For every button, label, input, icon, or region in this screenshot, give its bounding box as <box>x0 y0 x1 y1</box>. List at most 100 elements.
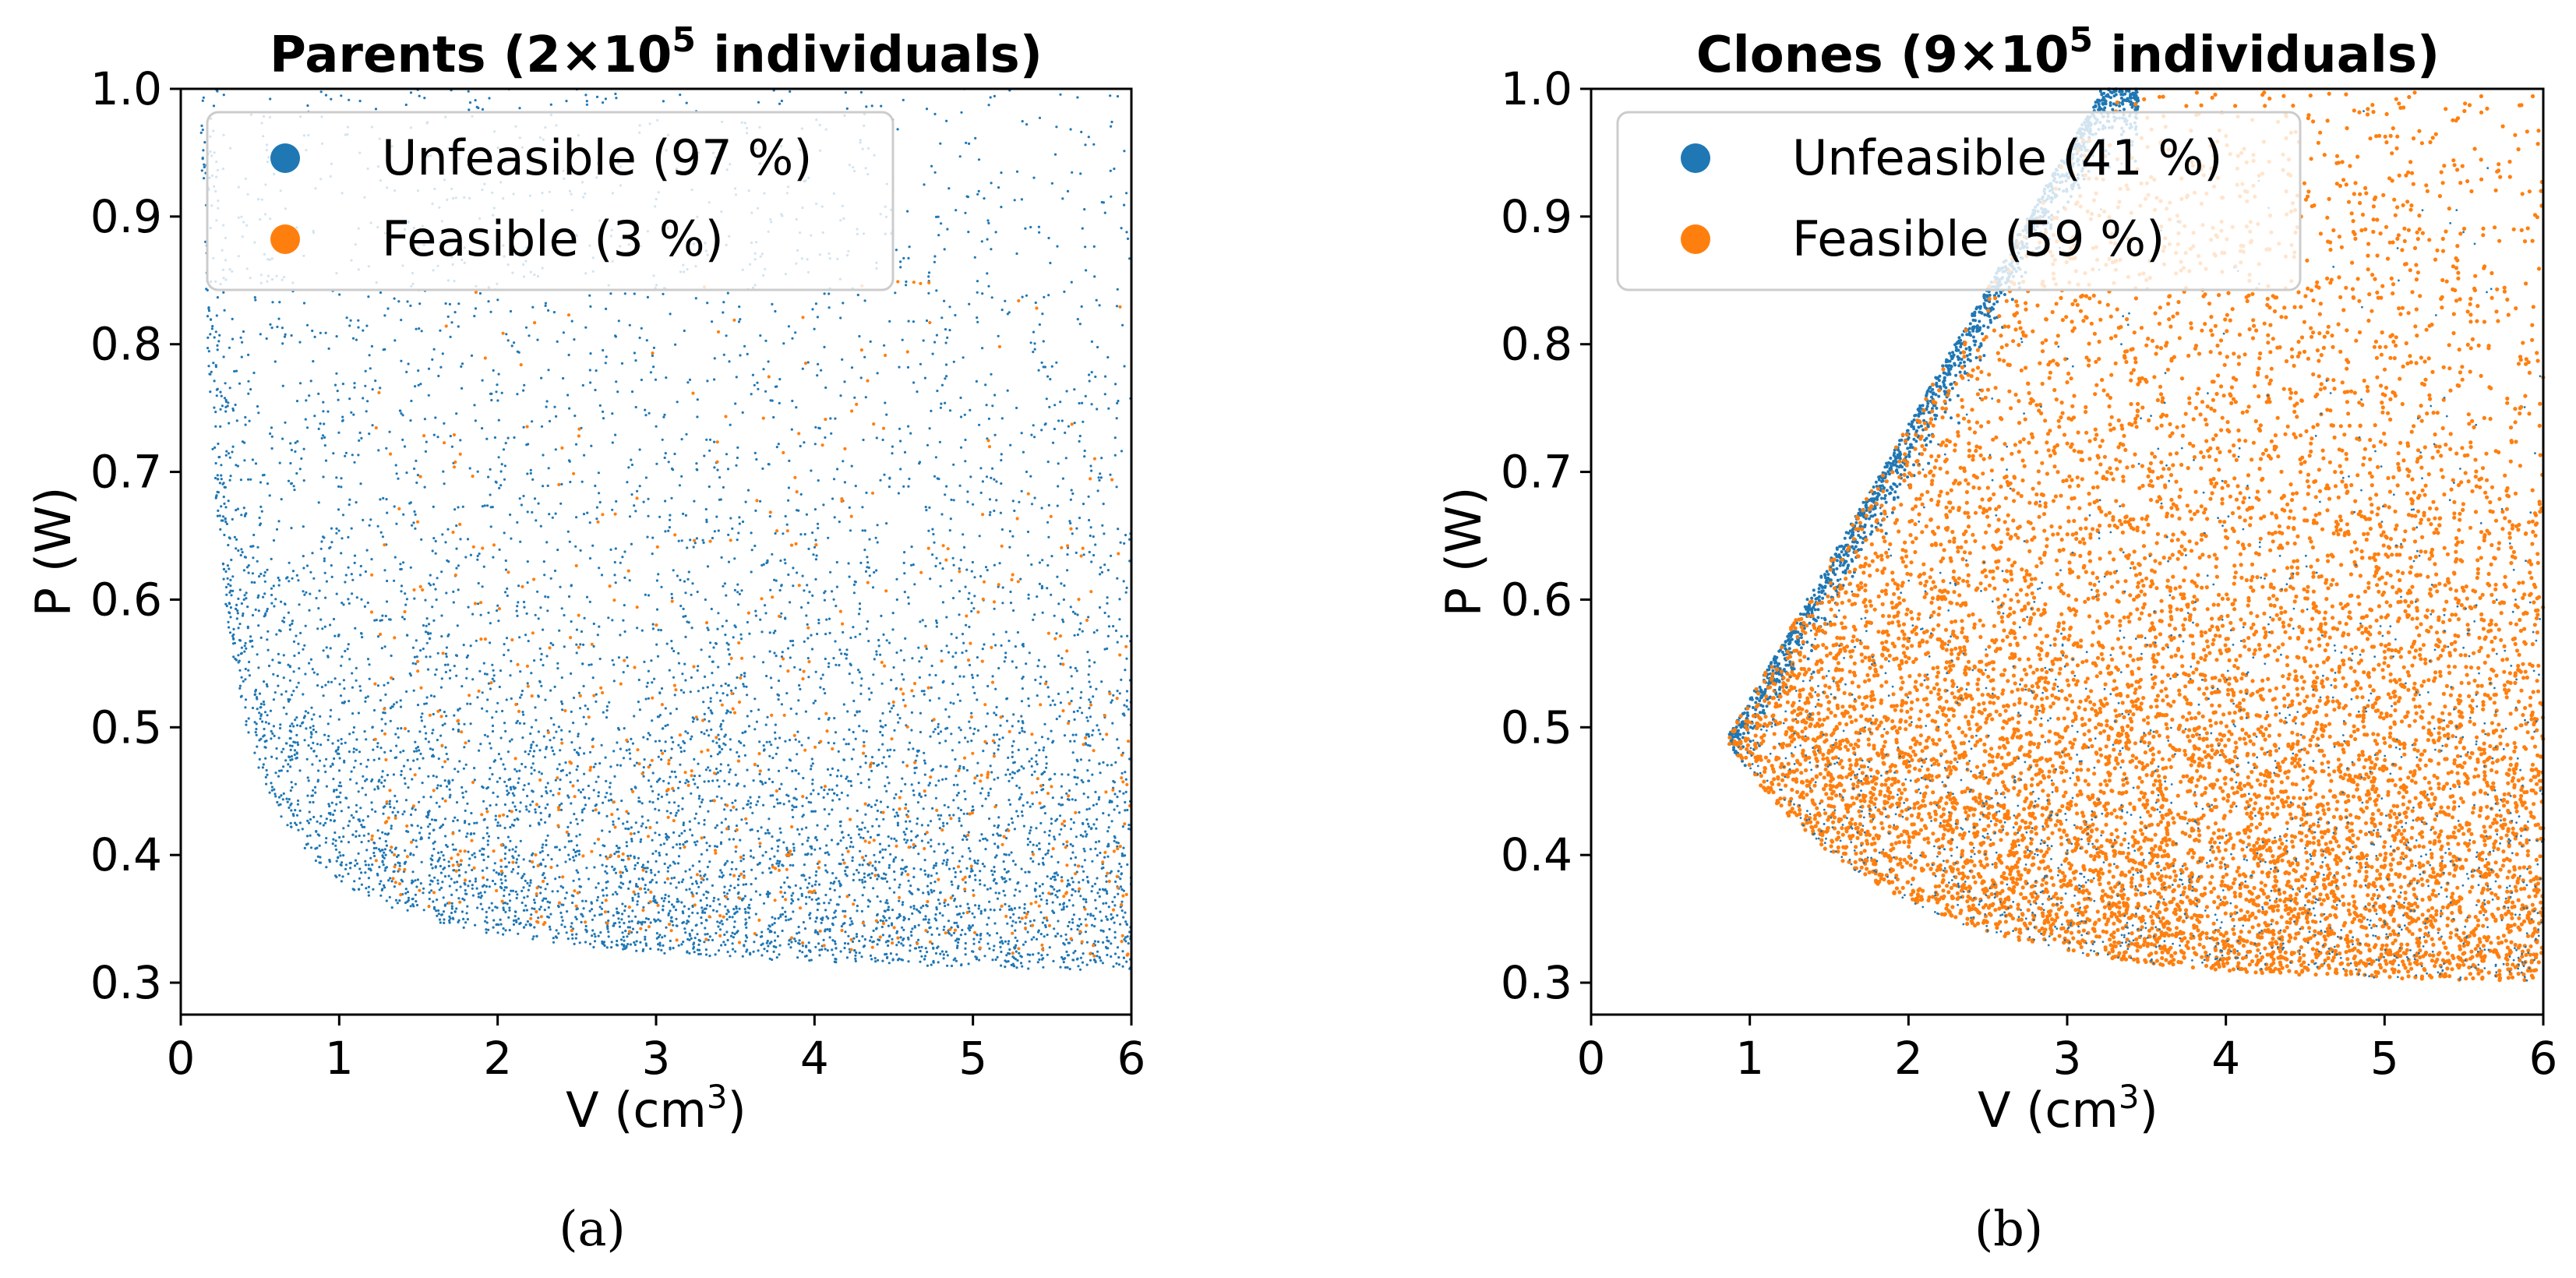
scatter-point-unfeasible-a <box>507 916 510 919</box>
scatter-point-unfeasible-a <box>400 590 403 593</box>
scatter-point-unfeasible-a <box>612 680 616 683</box>
scatter-point-unfeasible-a <box>1072 951 1075 955</box>
scatter-point-unfeasible-a <box>270 327 273 330</box>
scatter-point-unfeasible-a <box>1111 722 1114 725</box>
scatter-point-unfeasible-a <box>837 903 840 906</box>
scatter-point-unfeasible-a <box>902 698 905 701</box>
scatter-point-unfeasible-a <box>498 548 501 552</box>
scatter-point-unfeasible-a <box>1038 323 1041 327</box>
scatter-point-unfeasible-a <box>1114 629 1118 633</box>
scatter-point-unfeasible-a <box>461 910 464 913</box>
scatter-point-unfeasible-a <box>1124 771 1127 774</box>
scatter-point-unfeasible-a <box>527 888 531 891</box>
scatter-point-unfeasible-a <box>993 478 996 481</box>
scatter-point-unfeasible-a <box>768 778 771 781</box>
scatter-point-unfeasible-a <box>309 747 313 750</box>
scatter-point-unfeasible-a <box>902 256 905 259</box>
scatter-point-unfeasible-a <box>522 600 526 604</box>
scatter-point-unfeasible-a <box>647 697 651 700</box>
scatter-point-unfeasible-a <box>258 692 262 695</box>
scatter-point-unfeasible-a <box>901 926 904 929</box>
scatter-point-unfeasible-a <box>801 804 804 807</box>
scatter-point-unfeasible-a <box>344 796 348 800</box>
scatter-point-unfeasible-a <box>1077 890 1081 893</box>
scatter-point-unfeasible-a <box>1107 814 1110 817</box>
scatter-point-unfeasible-a <box>648 779 651 782</box>
scatter-point-unfeasible-a <box>1085 833 1089 836</box>
scatter-point-unfeasible-a <box>1006 922 1009 925</box>
scatter-point-unfeasible-a <box>598 500 602 504</box>
scatter-point-unfeasible-a <box>207 350 210 353</box>
scatter-point-unfeasible-a <box>678 842 682 846</box>
scatter-point-unfeasible-a <box>1088 518 1091 522</box>
scatter-point-unfeasible-a <box>684 635 687 639</box>
scatter-point-unfeasible-a <box>1071 888 1074 891</box>
scatter-point-unfeasible-a <box>907 602 910 605</box>
scatter-point-unfeasible-a <box>863 876 866 879</box>
scatter-point-unfeasible-a <box>429 694 433 697</box>
scatter-point-unfeasible-a <box>357 326 360 329</box>
scatter-point-unfeasible-a <box>341 537 344 540</box>
scatter-point-unfeasible-a <box>545 838 548 842</box>
scatter-point-unfeasible-a <box>940 222 943 225</box>
scatter-point-unfeasible-a <box>555 415 558 418</box>
scatter-point-unfeasible-a <box>288 744 291 747</box>
scatter-point-unfeasible-a <box>1109 871 1112 874</box>
scatter-point-unfeasible-a <box>891 628 895 631</box>
scatter-point-unfeasible-a <box>701 687 705 690</box>
scatter-point-unfeasible-a <box>512 919 516 922</box>
scatter-point-unfeasible-a <box>390 827 393 830</box>
scatter-point-unfeasible-a <box>294 821 297 824</box>
scatter-point-unfeasible-a <box>425 696 429 699</box>
scatter-point-unfeasible-a <box>605 779 608 783</box>
scatter-point-unfeasible-a <box>824 657 827 661</box>
scatter-point-unfeasible-a <box>347 598 350 601</box>
scatter-point-unfeasible-a <box>1032 330 1036 334</box>
scatter-point-unfeasible-a <box>229 584 232 588</box>
scatter-point-unfeasible-a <box>1071 921 1075 924</box>
scatter-point-unfeasible-a <box>968 142 971 145</box>
scatter-point-unfeasible-a <box>973 576 976 579</box>
scatter-point-unfeasible-a <box>923 759 926 762</box>
scatter-point-unfeasible-a <box>385 866 388 869</box>
scatter-point-unfeasible-a <box>954 870 957 874</box>
scatter-point-unfeasible-a <box>612 893 615 896</box>
scatter-point-unfeasible-a <box>428 898 431 901</box>
scatter-point-unfeasible-a <box>543 574 546 577</box>
scatter-point-unfeasible-a <box>754 877 757 880</box>
scatter-point-unfeasible-a <box>558 763 561 766</box>
scatter-point-unfeasible-a <box>570 584 573 587</box>
scatter-point-unfeasible-a <box>445 591 448 595</box>
scatter-point-unfeasible-a <box>764 612 768 615</box>
scatter-point-unfeasible-a <box>703 941 706 944</box>
scatter-point-unfeasible-a <box>891 909 895 912</box>
scatter-point-unfeasible-a <box>345 316 348 320</box>
scatter-point-unfeasible-a <box>1059 401 1062 404</box>
scatter-point-unfeasible-a <box>275 528 279 531</box>
scatter-point-unfeasible-a <box>785 692 789 695</box>
scatter-point-unfeasible-a <box>1079 172 1082 175</box>
scatter-point-unfeasible-a <box>644 884 647 887</box>
scatter-point-unfeasible-a <box>216 490 219 494</box>
scatter-point-unfeasible-a <box>451 843 454 846</box>
scatter-point-unfeasible-a <box>962 912 965 915</box>
scatter-point-unfeasible-a <box>263 592 266 595</box>
scatter-point-unfeasible-a <box>354 759 357 762</box>
scatter-point-unfeasible-a <box>412 521 415 524</box>
scatter-point-unfeasible-a <box>866 561 870 564</box>
scatter-point-unfeasible-a <box>1088 658 1091 662</box>
scatter-point-unfeasible-a <box>696 786 700 789</box>
scatter-point-unfeasible-a <box>775 579 778 582</box>
scatter-point-unfeasible-a <box>394 846 397 849</box>
scatter-point-unfeasible-a <box>538 647 542 650</box>
scatter-point-unfeasible-a <box>806 657 810 660</box>
scatter-point-unfeasible-a <box>938 912 941 915</box>
scatter-point-unfeasible-a <box>471 678 475 681</box>
scatter-point-unfeasible-a <box>993 433 997 436</box>
scatter-point-unfeasible-a <box>575 933 578 936</box>
scatter-point-unfeasible-a <box>523 926 526 929</box>
scatter-point-unfeasible-a <box>457 506 460 509</box>
scatter-point-unfeasible-a <box>756 381 759 384</box>
scatter-point-unfeasible-a <box>609 548 612 552</box>
scatter-point-unfeasible-a <box>943 803 946 807</box>
